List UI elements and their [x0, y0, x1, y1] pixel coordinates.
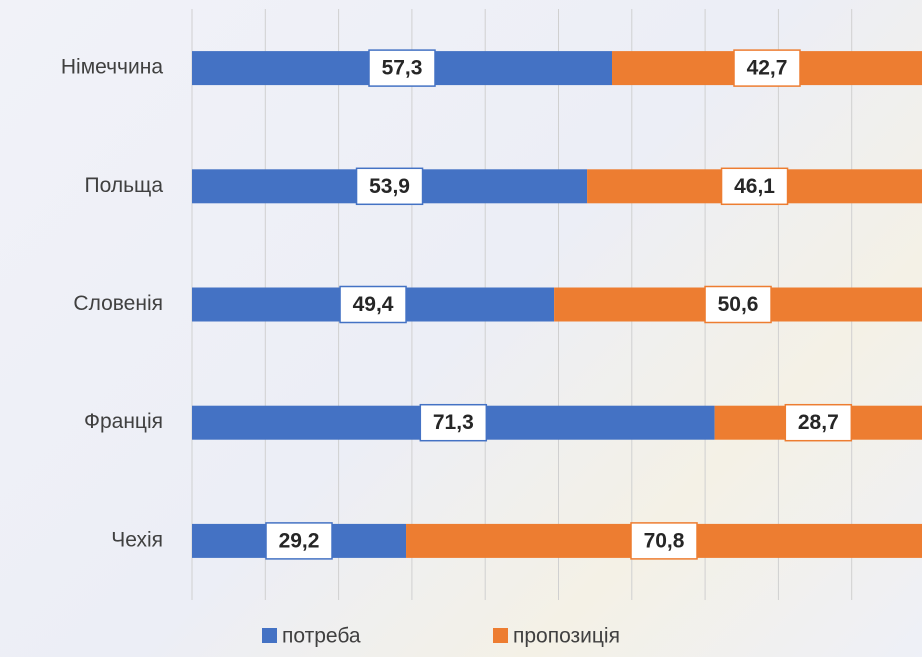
legend-label: потреба	[282, 625, 361, 648]
data-label-box	[704, 285, 772, 324]
data-label-box	[784, 403, 853, 442]
data-label-box	[419, 403, 488, 442]
data-label-box	[733, 49, 801, 87]
data-label: 71,3	[433, 411, 474, 434]
data-label: 42,7	[747, 57, 788, 80]
data-label-box	[265, 522, 333, 560]
data-label-box	[630, 522, 698, 560]
y-tick-label: Чехія	[111, 528, 163, 551]
data-label: 57,3	[382, 57, 423, 80]
data-label-box	[355, 167, 424, 206]
y-tick-label: Франція	[84, 410, 163, 433]
y-tick-label: Польща	[85, 174, 164, 197]
data-label: 49,4	[353, 293, 394, 316]
legend-swatch	[262, 628, 277, 643]
legend-swatch	[493, 628, 508, 643]
y-tick-label: Німеччина	[61, 56, 163, 79]
data-label: 70,8	[644, 529, 685, 552]
data-label: 29,2	[279, 529, 320, 552]
data-label: 50,6	[718, 293, 759, 316]
data-label-box	[720, 167, 789, 206]
y-tick-label: Словенія	[73, 292, 163, 315]
data-label: 46,1	[734, 175, 775, 198]
data-label-box	[368, 49, 436, 87]
data-label: 28,7	[798, 411, 839, 434]
legend-label: пропозиція	[513, 625, 620, 648]
data-label: 53,9	[369, 175, 410, 198]
data-label-box	[339, 285, 407, 324]
